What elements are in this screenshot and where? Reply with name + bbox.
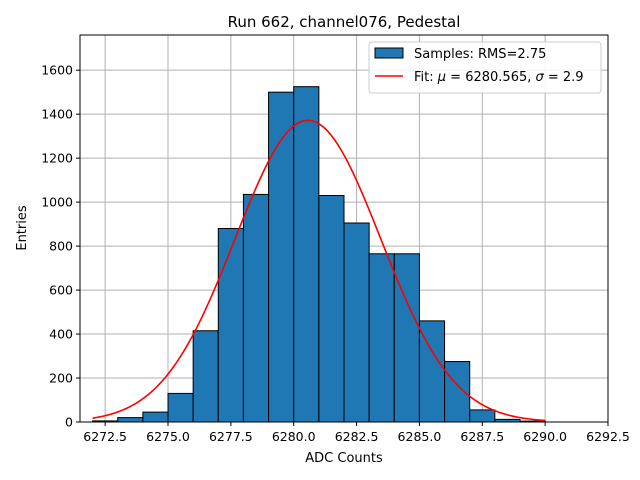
- histogram-bar: [217, 228, 244, 423]
- legend-fit-mid: = 6280.565,: [446, 70, 535, 85]
- y-tick-label: 600: [49, 283, 73, 298]
- histogram-bar: [293, 86, 320, 423]
- legend-fit-end: = 2.9: [544, 70, 584, 85]
- x-axis: 6272.5 6275.0 6277.5 6280.0 6282.5 6285.0 6287…: [83, 422, 630, 444]
- y-axis: 0 200 400 600 800 1000 1200 1400 1600: [41, 63, 80, 430]
- plot-frame: [79, 34, 609, 423]
- x-tick-label: 6285.0: [398, 429, 442, 444]
- histogram-bar: [343, 222, 370, 423]
- histogram-bar: [393, 253, 420, 423]
- x-tick-label: 6292.5: [586, 429, 630, 444]
- x-tick-label: 6277.5: [209, 429, 253, 444]
- histogram-bar: [167, 392, 194, 423]
- y-tick-label: 400: [49, 327, 73, 342]
- x-tick-label: 6272.5: [83, 429, 127, 444]
- histogram-bars: [92, 86, 546, 423]
- y-tick-label: 1400: [41, 107, 73, 122]
- histogram-bar: [242, 193, 270, 423]
- y-tick-label: 200: [49, 371, 73, 386]
- histogram-bar: [469, 409, 496, 423]
- histogram-bar: [268, 91, 295, 423]
- x-axis-label: ADC Counts: [305, 451, 383, 466]
- legend-histogram-label: Samples: RMS=2.75: [414, 47, 546, 62]
- legend: Samples: RMS=2.75 Fit: μ = 6280.565, σ =…: [368, 41, 602, 94]
- y-tick-label: 0: [65, 415, 73, 430]
- x-tick-label: 6290.0: [523, 429, 567, 444]
- histogram-bar: [318, 195, 345, 423]
- legend-fit-label: Fit: μ = 6280.565, σ = 2.9: [414, 70, 584, 85]
- y-axis-label: Entries: [15, 205, 30, 251]
- y-tick-label: 1600: [41, 63, 73, 78]
- chart-title: Run 662, channel076, Pedestal: [228, 13, 461, 31]
- histogram-bar: [368, 253, 395, 423]
- legend-fit-sigma-symbol: σ: [536, 70, 545, 85]
- x-tick-label: 6287.5: [460, 429, 504, 444]
- histogram-bar: [117, 417, 144, 423]
- legend-histogram-swatch: [374, 47, 404, 59]
- histogram-bar: [192, 330, 219, 423]
- legend-fit-mu-symbol: μ: [437, 70, 446, 85]
- x-tick-label: 6275.0: [146, 429, 190, 444]
- x-tick-label: 6280.0: [272, 429, 316, 444]
- legend-box: [368, 41, 602, 94]
- x-tick-label: 6282.5: [335, 429, 379, 444]
- fit-curve: [92, 119, 546, 422]
- y-tick-label: 800: [49, 239, 73, 254]
- legend-fit-prefix: Fit:: [414, 70, 438, 85]
- y-tick-label: 1000: [41, 195, 73, 210]
- y-tick-label: 1200: [41, 151, 73, 166]
- histogram-bar: [142, 411, 169, 423]
- histogram-bar: [444, 361, 471, 423]
